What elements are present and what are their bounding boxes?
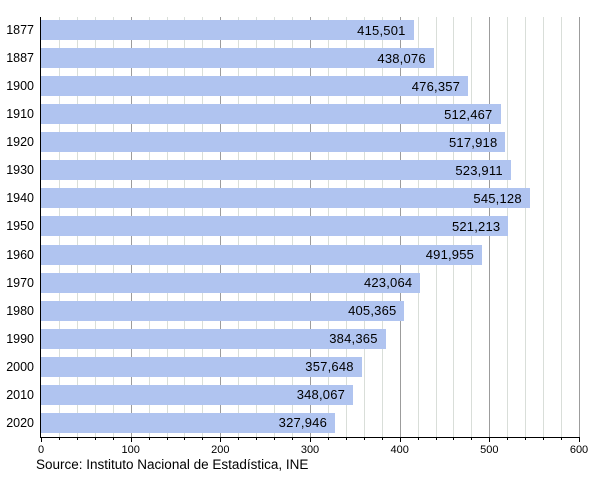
y-axis-year-label: 1980 <box>6 303 34 318</box>
bar-value-label: 327,946 <box>278 415 328 431</box>
x-axis-tick-label: 200 <box>211 444 230 456</box>
x-axis-tick <box>220 437 222 442</box>
y-axis-year-label: 1887 <box>6 51 34 66</box>
x-axis-tick <box>310 437 311 442</box>
chart-plot-area: 0 100 200 300 400 500 600 415,501 1877 438,076 188… <box>6 17 588 456</box>
x-axis-tick <box>579 437 580 442</box>
bar-value-label: 523,911 <box>455 162 503 178</box>
bar-value-label: 521,213 <box>451 218 501 234</box>
x-axis-tick-label: 600 <box>569 444 589 456</box>
y-axis-year-label: 2000 <box>6 359 34 374</box>
bar-1980: 405,365 <box>41 300 405 321</box>
x-axis-tick <box>256 437 258 440</box>
minor-gridline <box>525 17 527 437</box>
x-axis-tick-label: 400 <box>390 444 409 456</box>
x-axis-tick <box>112 437 114 440</box>
x-axis-tick <box>489 437 491 442</box>
bar-value-label: 438,076 <box>377 50 426 66</box>
bar-1970: 423,064 <box>41 272 421 293</box>
y-axis-year-label: 2010 <box>6 387 34 402</box>
bar-value-label: 476,357 <box>411 78 461 94</box>
bar-1887: 438,076 <box>41 48 434 69</box>
x-axis-tick <box>76 437 78 440</box>
x-axis-tick <box>130 437 132 442</box>
bar-value-label: 491,955 <box>425 247 475 263</box>
y-axis-year-label: 1910 <box>6 107 34 122</box>
x-axis-tick-label: 500 <box>480 444 499 456</box>
x-axis-tick-label: 100 <box>121 444 140 456</box>
y-axis-year-label: 1970 <box>6 275 34 290</box>
x-axis-tick <box>363 437 365 440</box>
x-axis-tick <box>202 437 204 440</box>
x-axis-tick <box>543 437 545 440</box>
bar-2010: 348,067 <box>41 384 354 405</box>
bar-1920: 517,918 <box>41 132 506 153</box>
major-gridline <box>579 17 580 437</box>
bar-value-label: 384,365 <box>329 331 378 347</box>
x-axis-tick <box>399 437 401 442</box>
x-axis-tick-label: 300 <box>300 444 320 456</box>
x-axis-tick <box>292 437 294 440</box>
bar-value-label: 357,648 <box>305 359 354 375</box>
bar-1940: 545,128 <box>41 188 530 209</box>
y-axis-year-label: 1930 <box>6 163 34 178</box>
bar-2020: 327,946 <box>41 412 336 433</box>
bar-value-label: 545,128 <box>473 190 522 206</box>
bar-value-label: 415,501 <box>357 22 406 38</box>
bar-1877: 415,501 <box>41 20 414 40</box>
x-axis-tick <box>417 437 419 440</box>
bar-1960: 491,955 <box>41 244 483 265</box>
x-axis-tick <box>238 437 240 440</box>
bar-value-label: 423,064 <box>363 275 413 291</box>
bar-1930: 523,911 <box>41 160 511 181</box>
bar-value-label: 512,467 <box>444 106 493 122</box>
x-axis-tick <box>166 437 168 440</box>
x-axis-tick <box>148 437 150 440</box>
source-caption: Source: Instituto Nacional de Estadístic… <box>36 457 309 472</box>
x-axis-tick <box>507 437 509 440</box>
x-axis-tick <box>184 437 186 440</box>
bar-2000: 357,648 <box>41 356 362 377</box>
x-axis-tick <box>345 437 347 440</box>
x-axis-tick <box>327 437 329 440</box>
x-axis-tick <box>41 437 42 442</box>
bar-1900: 476,357 <box>41 76 469 97</box>
x-axis-tick-label: 0 <box>37 444 45 456</box>
x-axis-tick <box>94 437 96 440</box>
x-axis-tick <box>58 437 60 440</box>
x-axis-tick <box>525 437 527 440</box>
minor-gridline <box>543 17 545 437</box>
x-axis-tick <box>435 437 437 440</box>
bar-value-label: 405,365 <box>348 303 397 319</box>
x-axis-tick <box>453 437 455 440</box>
bar-1910: 512,467 <box>41 104 501 125</box>
y-axis-year-label: 1900 <box>6 79 34 94</box>
x-axis-tick <box>471 437 473 440</box>
y-axis-year-label: 1990 <box>6 331 34 346</box>
x-axis-tick <box>561 437 563 440</box>
x-axis-tick <box>274 437 276 440</box>
y-axis-year-label: 2020 <box>6 415 34 430</box>
bar-1990: 384,365 <box>41 328 386 349</box>
bar-value-label: 517,918 <box>448 134 498 150</box>
y-axis-year-label: 1940 <box>6 191 34 206</box>
bar-1950: 521,213 <box>41 216 509 237</box>
minor-gridline <box>561 17 563 437</box>
x-axis-tick <box>381 437 383 440</box>
y-axis-year-label: 1877 <box>6 23 34 37</box>
y-axis-year-label: 1950 <box>6 219 34 234</box>
y-axis-year-label: 1920 <box>6 135 34 150</box>
y-axis-year-label: 1960 <box>6 247 34 262</box>
bar-value-label: 348,067 <box>296 387 346 403</box>
